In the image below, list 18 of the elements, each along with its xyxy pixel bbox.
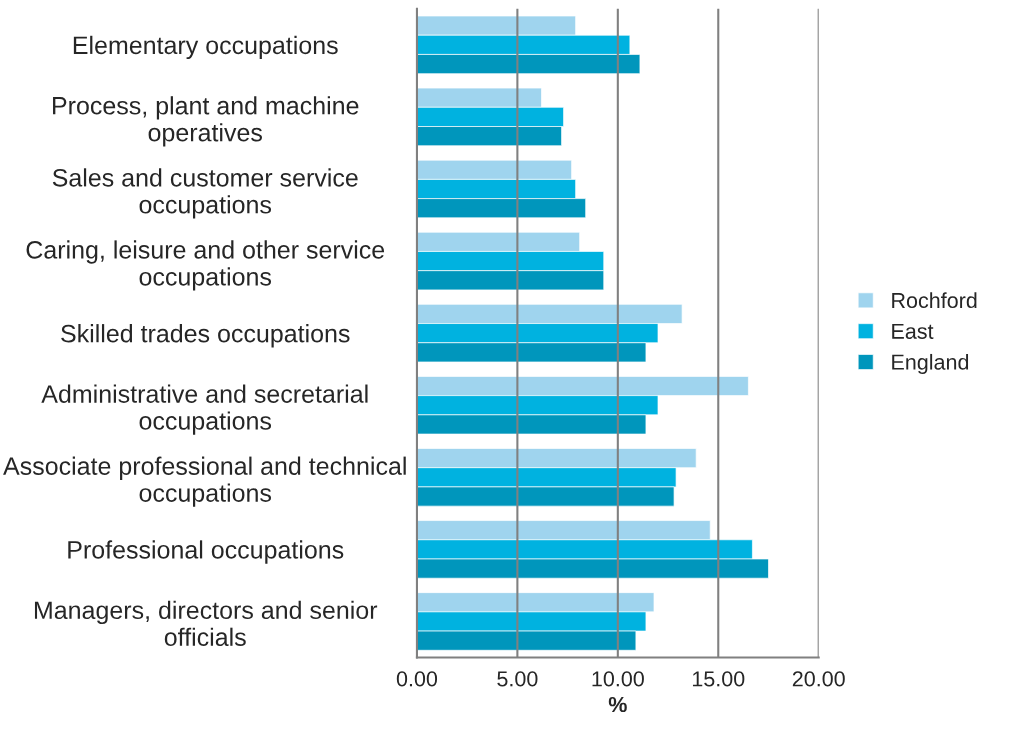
y-tick-label: Administrative and secretarial occupations	[41, 384, 368, 435]
y-tick-label: Skilled trades occupations	[61, 324, 350, 348]
legend-label: Rochford	[892, 292, 977, 309]
y-tick-label: Elementary occupations	[73, 35, 338, 60]
y-tick-label: Associate professional and technical occupations	[3, 456, 406, 507]
legend-label: East	[892, 323, 934, 339]
y-tick-label: Caring, leisure and other service occupations	[26, 240, 385, 291]
legend-label: England	[892, 353, 969, 375]
y-tick-label: Professional occupations	[68, 540, 344, 564]
x-axis-title: %	[608, 696, 627, 713]
y-tick-label: Managers, directors and senior officials	[34, 600, 378, 647]
x-tick-label: 15.00	[692, 671, 745, 687]
y-tick-label: Process, plant and machine operatives	[53, 96, 359, 147]
x-tick-label: 0.00	[396, 671, 438, 687]
y-tick-label: Sales and customer service occupations	[52, 168, 358, 219]
x-tick-label: 10.00	[592, 671, 644, 687]
x-tick-label: 5.00	[497, 671, 538, 687]
x-tick-label: 20.00	[792, 671, 845, 687]
